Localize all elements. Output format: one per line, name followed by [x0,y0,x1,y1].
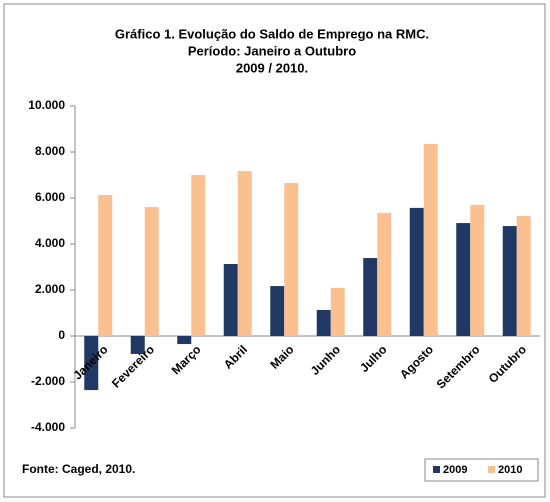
bar [270,286,285,336]
bar [237,171,252,336]
bar [177,336,192,345]
bar [144,206,159,336]
chart-border [3,3,546,498]
y-tick-label: 8.000 [35,144,65,158]
bar [284,183,299,336]
y-tick-label: 0 [58,328,65,342]
y-tick-label: 2.000 [35,282,65,296]
bar [98,195,113,336]
legend-box [424,458,539,482]
chart-title: Período: Janeiro a Outubro [188,43,356,58]
bar [470,204,485,336]
legend-label: 2010 [498,464,522,476]
y-tick-label: -4.000 [31,420,65,434]
bar [130,336,145,354]
y-tick-label: 4.000 [35,236,65,250]
legend-swatch [488,466,495,473]
bar [191,175,206,336]
bar [363,258,378,336]
bar [316,310,331,336]
bar [409,207,424,336]
y-tick-label: -2.000 [31,374,65,388]
bar [456,223,471,336]
bar [423,143,438,336]
bar [377,212,392,336]
chart-title: Gráfico 1. Evolução do Saldo de Emprego … [115,26,429,41]
y-tick-label: 6.000 [35,190,65,204]
y-tick-label: 10.000 [28,98,65,112]
bar [516,215,531,336]
chart-title: 2009 / 2010. [236,60,308,75]
legend-swatch [433,466,440,473]
bar [330,287,345,336]
bar [84,336,99,391]
source-note: Fonte: Caged, 2010. [22,462,135,476]
legend-label: 2009 [443,464,467,476]
bar [502,226,517,336]
bar [223,264,238,336]
